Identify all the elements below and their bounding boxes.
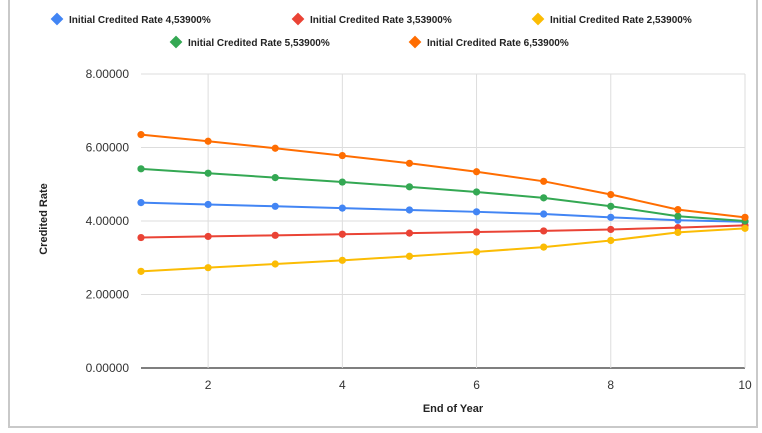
data-point [338, 256, 346, 264]
y-tick-label: 4.00000 [86, 214, 130, 228]
series-line [140, 167, 746, 222]
data-point [271, 260, 279, 268]
data-point [607, 236, 615, 245]
series-line [140, 227, 746, 273]
data-point [472, 228, 481, 236]
legend-marker [408, 35, 422, 49]
axes: 0.00000 2.00000 4.00000 6.00000 8.00000 2 4 6 8 1… [86, 67, 752, 392]
data-point [204, 169, 212, 177]
series-line [140, 133, 746, 219]
gridlines [141, 73, 746, 369]
data-point [540, 227, 548, 235]
data-point [741, 213, 749, 221]
legend-label: Initial Credited Rate 5,53900% [188, 38, 330, 49]
data-point [338, 230, 346, 238]
x-tick-label: 8 [607, 378, 614, 392]
data-point [405, 229, 414, 237]
chart-frame [8, 0, 758, 428]
data-point [405, 183, 414, 191]
data-point [405, 252, 414, 260]
x-axis-title: End of Year [423, 403, 484, 415]
data-point [472, 188, 481, 196]
y-axis-title: Credited Rate [38, 183, 50, 255]
y-tick-label: 8.00000 [86, 67, 130, 81]
legend-label: Initial Credited Rate 3,53900% [310, 15, 452, 26]
data-point [338, 178, 346, 186]
data-point [607, 202, 615, 210]
y-tick-label: 2.00000 [86, 288, 130, 302]
data-point [472, 208, 481, 216]
data-point [540, 194, 548, 202]
x-tick-label: 6 [473, 378, 480, 392]
data-point [607, 225, 615, 234]
data-point [271, 231, 279, 239]
data-point [405, 206, 414, 214]
data-point [741, 224, 749, 232]
data-point [338, 151, 346, 160]
legend-marker [50, 12, 64, 26]
x-tick-label: 10 [738, 378, 752, 392]
data-point [271, 174, 279, 182]
data-point [674, 228, 682, 236]
data-point [137, 233, 145, 242]
data-point [540, 210, 548, 218]
legend-item: Initial Credited Rate 4,53900% [50, 12, 211, 26]
legend-label: Initial Credited Rate 4,53900% [69, 15, 211, 26]
data-point [472, 248, 481, 256]
y-tick-label: 6.00000 [86, 141, 130, 155]
data-point [472, 168, 481, 176]
series-line [140, 224, 746, 239]
data-point [540, 243, 548, 251]
data-point [271, 202, 279, 210]
legend-item: Initial Credited Rate 3,53900% [291, 12, 452, 26]
data-point [137, 165, 145, 173]
data-point [204, 264, 212, 272]
legend-item: Initial Credited Rate 2,53900% [531, 12, 692, 26]
y-tick-label: 0.00000 [86, 361, 130, 375]
data-point [607, 190, 615, 199]
legend-marker [531, 12, 545, 26]
legend-label: Initial Credited Rate 6,53900% [427, 38, 569, 49]
legend-label: Initial Credited Rate 2,53900% [550, 15, 692, 26]
data-point [137, 131, 145, 139]
data-point [607, 213, 615, 221]
legend-item: Initial Credited Rate 6,53900% [408, 35, 569, 49]
data-point [338, 204, 346, 212]
legend-marker [169, 35, 183, 49]
legend: Initial Credited Rate 4,53900% Initial Cr… [50, 12, 692, 49]
data-point [204, 200, 212, 209]
series-line [140, 201, 746, 223]
legend-marker [291, 12, 305, 26]
data-point [137, 199, 145, 207]
x-tick-label: 2 [205, 378, 212, 392]
data-point [271, 144, 279, 152]
data-point [674, 206, 682, 214]
data-point [204, 232, 212, 241]
legend-item: Initial Credited Rate 5,53900% [169, 35, 330, 49]
x-tick-label: 4 [339, 378, 346, 392]
data-point [405, 159, 414, 167]
data-point [137, 267, 145, 275]
data-point [204, 137, 212, 145]
data-point [540, 177, 548, 185]
series-lines [137, 131, 749, 275]
data-point [674, 212, 682, 220]
